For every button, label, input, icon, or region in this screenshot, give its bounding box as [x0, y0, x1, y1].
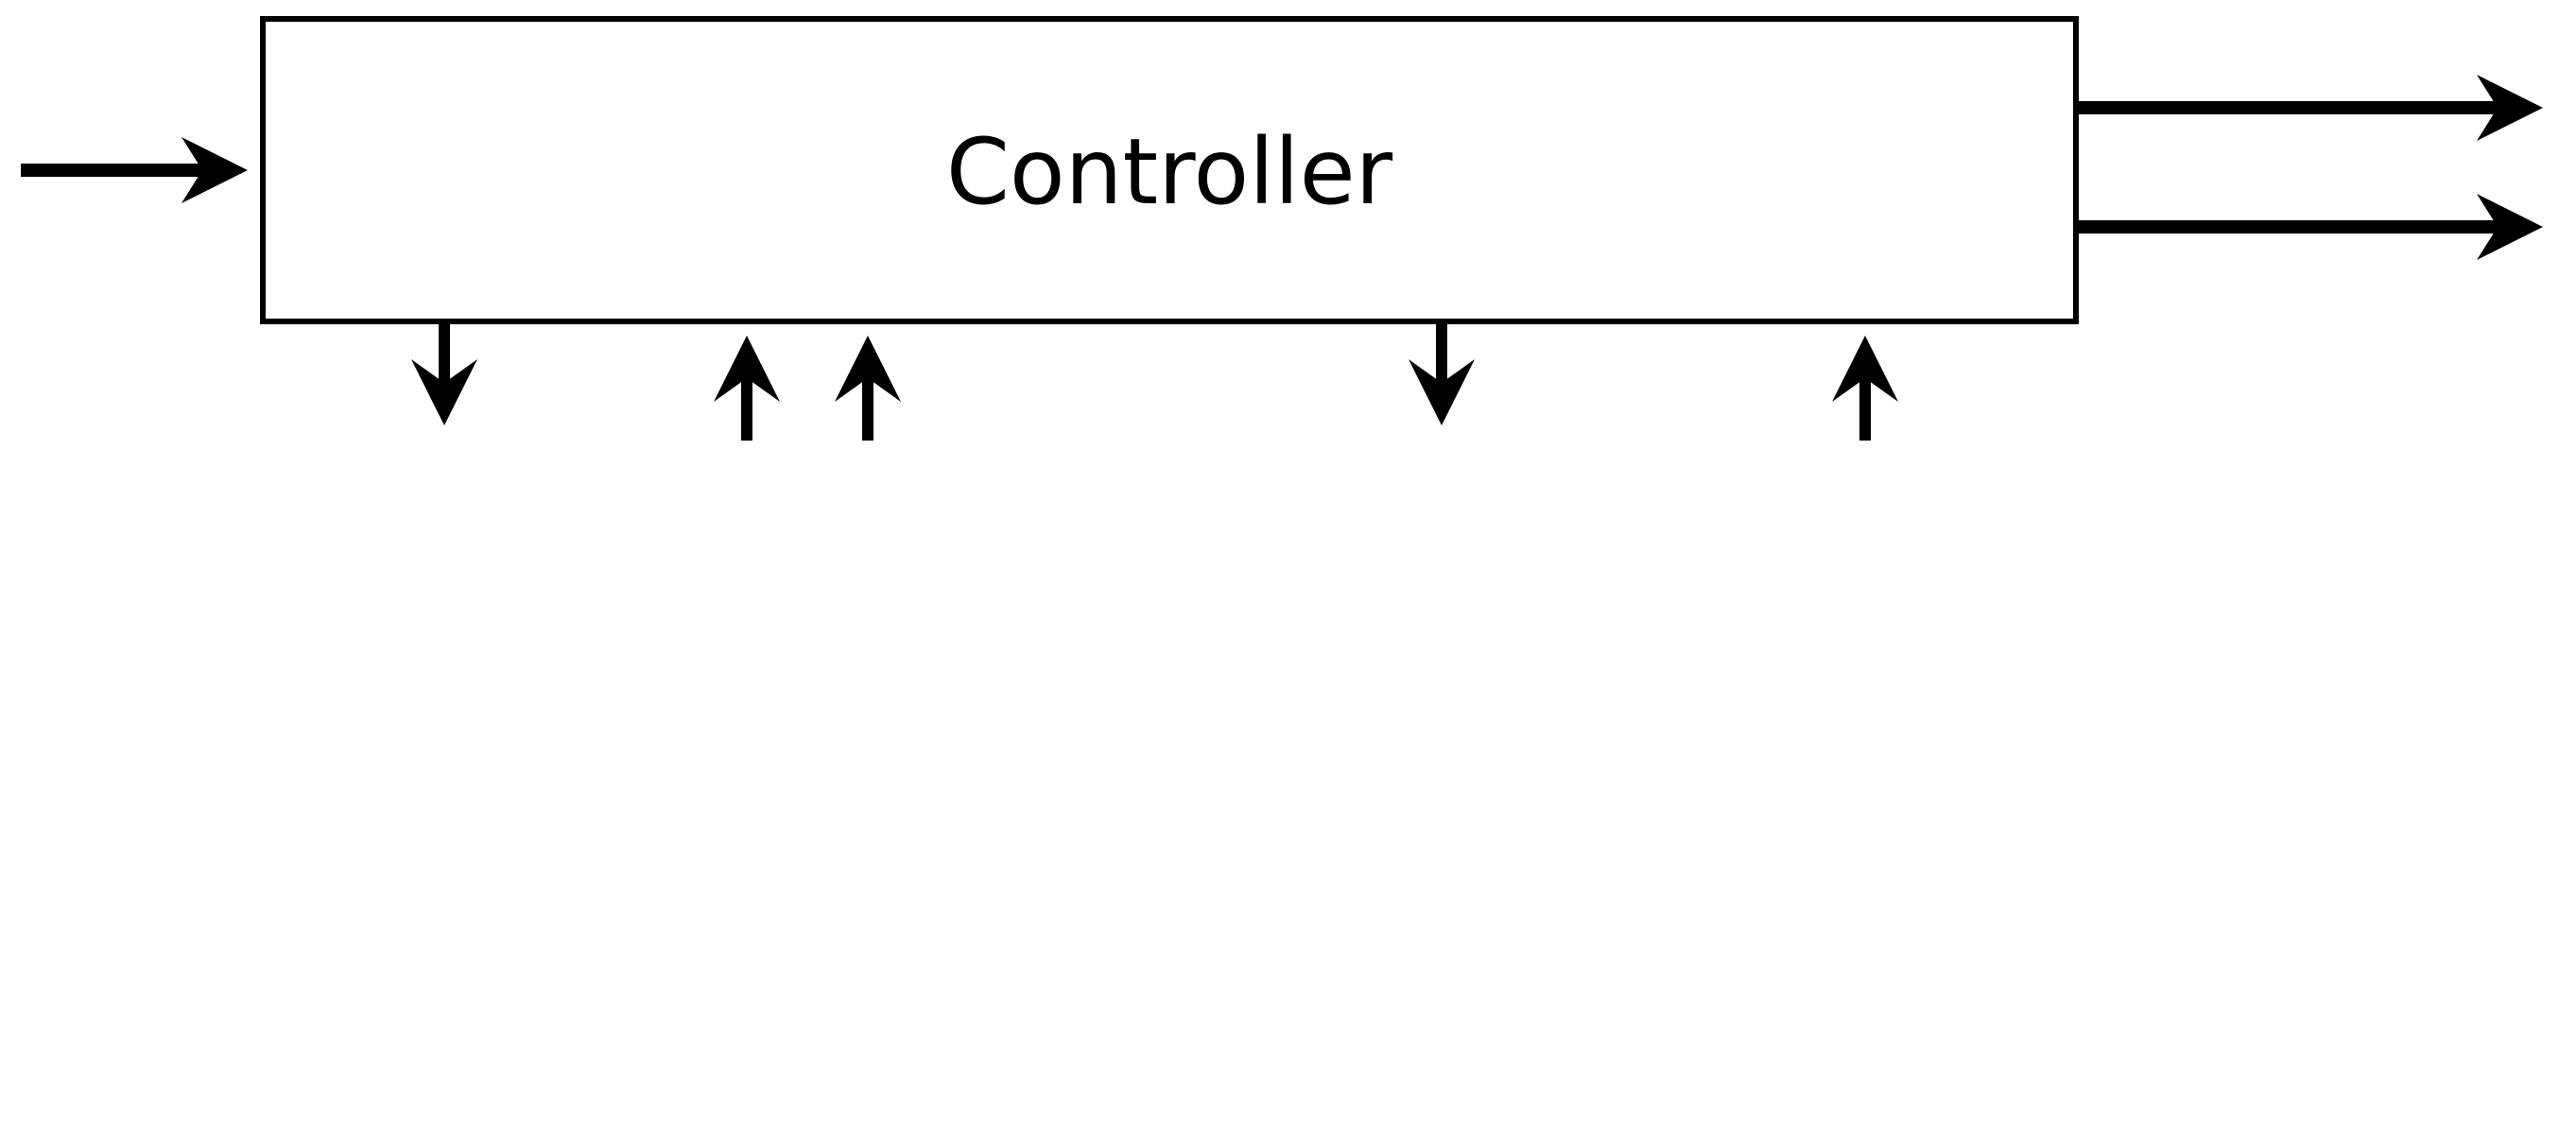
bottom-arrow-down-1	[411, 321, 477, 425]
bottom-arrow-down-2	[1409, 321, 1475, 425]
bottom-arrow-up-3	[1832, 336, 1898, 441]
controller-block	[260, 16, 2079, 324]
bottom-arrow-up-2	[835, 336, 901, 441]
controller-label: Controller	[946, 119, 1393, 225]
bottom-arrow-up-1	[714, 336, 780, 441]
input-arrow-left	[21, 137, 248, 203]
output-arrow-right-2	[2076, 194, 2543, 260]
output-arrow-right-1	[2076, 75, 2543, 141]
